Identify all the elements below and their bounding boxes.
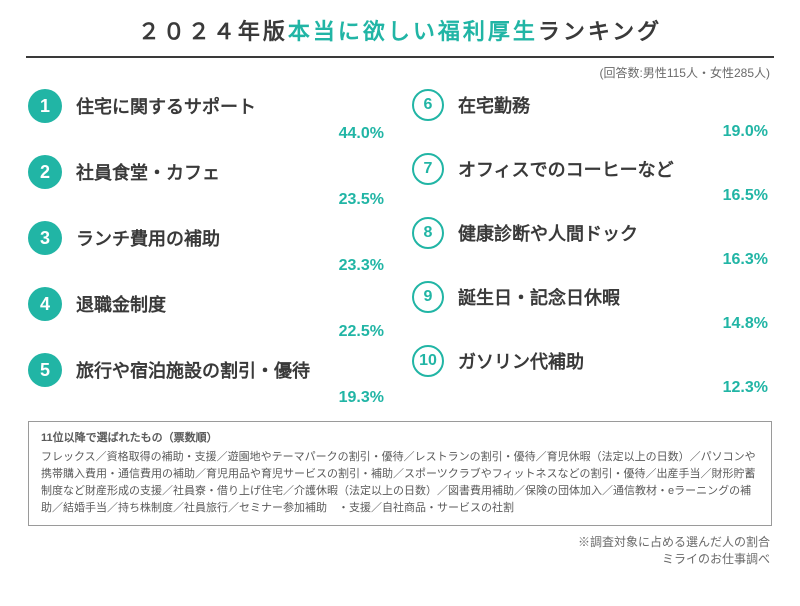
footnote-line-2: ミライのお仕事調べ bbox=[0, 551, 770, 568]
rank-badge: 8 bbox=[412, 217, 444, 249]
rank-percent: 12.3% bbox=[412, 379, 772, 397]
rank-badge: 5 bbox=[28, 353, 62, 387]
ranking-item: 7 オフィスでのコーヒーなど 16.5% bbox=[412, 153, 772, 205]
rank-label: 健康診断や人間ドック bbox=[458, 220, 638, 246]
ranking-item: 3 ランチ費用の補助 23.3% bbox=[28, 221, 388, 275]
rank-percent: 23.3% bbox=[28, 257, 388, 275]
title-divider bbox=[26, 56, 774, 58]
rank-badge: 3 bbox=[28, 221, 62, 255]
rank-percent: 22.5% bbox=[28, 323, 388, 341]
title-bar: ２０２４年版本当に欲しい福利厚生ランキング bbox=[0, 0, 800, 56]
rank-percent: 16.5% bbox=[412, 187, 772, 205]
footer-others-box: 11位以降で選ばれたもの（票数順） フレックス／資格取得の補助・支援／遊園地やテ… bbox=[28, 421, 772, 526]
ranking-col-left: 1 住宅に関するサポート 44.0% 2 社員食堂・カフェ 23.5% 3 ラン… bbox=[28, 89, 388, 407]
rank-badge: 4 bbox=[28, 287, 62, 321]
rank-badge: 9 bbox=[412, 281, 444, 313]
title-part-3: ランキング bbox=[538, 19, 662, 44]
rank-badge: 6 bbox=[412, 89, 444, 121]
rank-badge: 10 bbox=[412, 345, 444, 377]
rank-label: 在宅勤務 bbox=[458, 92, 530, 118]
ranking-item: 6 在宅勤務 19.0% bbox=[412, 89, 772, 141]
ranking-item: 4 退職金制度 22.5% bbox=[28, 287, 388, 341]
rank-percent: 14.8% bbox=[412, 315, 772, 333]
rank-percent: 19.3% bbox=[28, 389, 388, 407]
footer-others-body: フレックス／資格取得の補助・支援／遊園地やテーマパークの割引・優待／レストランの… bbox=[41, 451, 756, 514]
rank-label: 住宅に関するサポート bbox=[76, 93, 256, 119]
respondent-meta: (回答数:男性115人・女性285人) bbox=[0, 64, 800, 89]
ranking-item: 8 健康診断や人間ドック 16.3% bbox=[412, 217, 772, 269]
rank-label: 旅行や宿泊施設の割引・優待 bbox=[76, 357, 310, 383]
footer-others-title: 11位以降で選ばれたもの（票数順） bbox=[41, 430, 759, 447]
rank-label: ガソリン代補助 bbox=[458, 348, 584, 374]
ranking-item: 10 ガソリン代補助 12.3% bbox=[412, 345, 772, 397]
ranking-item: 2 社員食堂・カフェ 23.5% bbox=[28, 155, 388, 209]
title-part-1: ２０２４年版 bbox=[138, 19, 288, 44]
ranking-item: 1 住宅に関するサポート 44.0% bbox=[28, 89, 388, 143]
ranking-columns: 1 住宅に関するサポート 44.0% 2 社員食堂・カフェ 23.5% 3 ラン… bbox=[0, 89, 800, 407]
rank-badge: 1 bbox=[28, 89, 62, 123]
rank-percent: 16.3% bbox=[412, 251, 772, 269]
rank-label: ランチ費用の補助 bbox=[76, 225, 220, 251]
title-part-2: 本当に欲しい福利厚生 bbox=[288, 19, 538, 44]
footnotes: ※調査対象に占める選んだ人の割合 ミライのお仕事調べ bbox=[0, 532, 800, 568]
rank-badge: 2 bbox=[28, 155, 62, 189]
rank-percent: 44.0% bbox=[28, 125, 388, 143]
rank-label: 誕生日・記念日休暇 bbox=[458, 284, 620, 310]
rank-badge: 7 bbox=[412, 153, 444, 185]
rank-percent: 23.5% bbox=[28, 191, 388, 209]
ranking-col-right: 6 在宅勤務 19.0% 7 オフィスでのコーヒーなど 16.5% 8 健康診断… bbox=[412, 89, 772, 407]
footnote-line-1: ※調査対象に占める選んだ人の割合 bbox=[0, 534, 770, 551]
rank-label: 社員食堂・カフェ bbox=[76, 159, 220, 185]
ranking-item: 9 誕生日・記念日休暇 14.8% bbox=[412, 281, 772, 333]
rank-percent: 19.0% bbox=[412, 123, 772, 141]
ranking-item: 5 旅行や宿泊施設の割引・優待 19.3% bbox=[28, 353, 388, 407]
rank-label: 退職金制度 bbox=[76, 291, 166, 317]
rank-label: オフィスでのコーヒーなど bbox=[458, 156, 674, 182]
